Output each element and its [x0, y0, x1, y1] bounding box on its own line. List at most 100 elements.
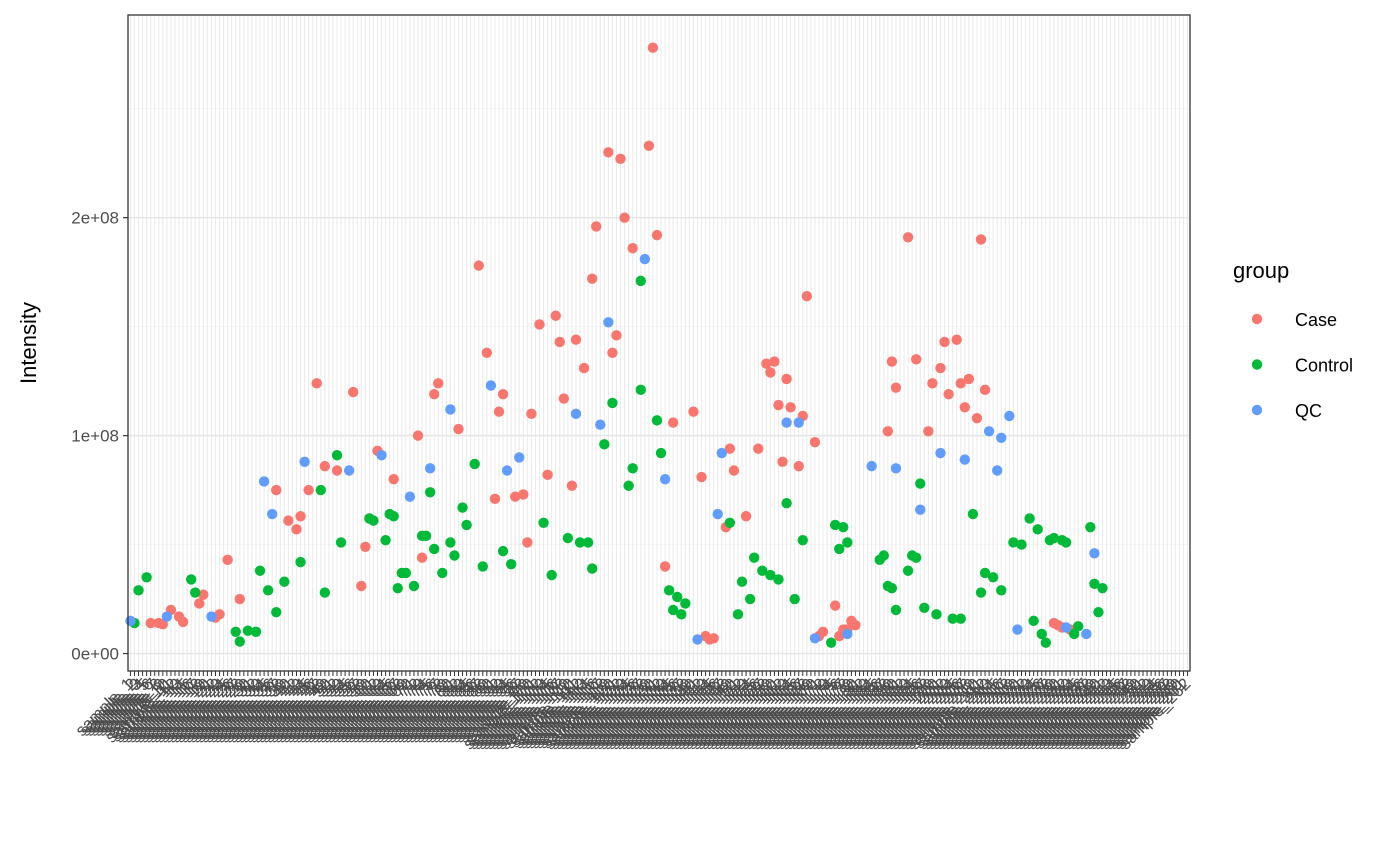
data-point-case [615, 153, 626, 165]
data-point-qc [206, 611, 217, 622]
data-point-case [724, 443, 736, 454]
data-point-control [627, 463, 638, 474]
data-point-case [923, 426, 934, 437]
data-point-control [842, 537, 853, 548]
data-point-control [242, 625, 254, 636]
data-point-control [141, 572, 152, 583]
data-point-case [198, 589, 209, 600]
data-point-control [748, 552, 760, 563]
panel-background [128, 15, 1190, 671]
data-point-control [635, 275, 646, 287]
data-point-qc [959, 454, 971, 465]
data-point-control [408, 580, 420, 592]
data-point-case [829, 600, 841, 611]
data-point-control [773, 574, 784, 585]
data-point-case [291, 524, 302, 535]
data-point-case [890, 382, 902, 393]
data-point-qc [842, 628, 853, 640]
data-point-case [157, 618, 169, 630]
data-point-case [955, 378, 966, 389]
data-point-control [1008, 537, 1019, 548]
data-point-control [931, 609, 942, 620]
data-point-control [262, 585, 274, 596]
data-point-control [424, 487, 436, 498]
data-point-case [817, 626, 829, 637]
data-point-control [449, 550, 460, 561]
data-point-control [429, 543, 440, 555]
data-point-control [254, 565, 266, 576]
data-point-control [890, 604, 902, 616]
data-point-case [886, 356, 898, 367]
data-point-qc [866, 460, 877, 472]
data-point-case [627, 242, 638, 254]
data-point-control [505, 559, 517, 570]
data-point-control [461, 519, 472, 531]
data-point-control [979, 567, 991, 579]
data-points [125, 42, 1108, 648]
data-point-control [996, 585, 1007, 596]
data-point-case [927, 378, 938, 389]
legend-label-control: Control [1295, 356, 1353, 376]
data-point-case [611, 330, 622, 341]
data-point-case [603, 147, 614, 158]
data-point-case [453, 423, 464, 435]
data-point-control [757, 565, 768, 576]
data-point-case [773, 399, 784, 411]
data-point-control [635, 384, 646, 396]
data-point-qc [639, 253, 651, 265]
data-point-qc [161, 611, 173, 622]
data-point-control [445, 537, 456, 548]
data-point-control [1032, 524, 1043, 535]
data-point-qc [712, 508, 723, 520]
data-point-control [1036, 628, 1047, 640]
data-point-case [303, 484, 314, 496]
data-point-case [586, 273, 598, 284]
grid-lines [128, 15, 1190, 671]
data-point-control [1073, 621, 1084, 632]
data-point-case [943, 389, 954, 400]
data-point-case [295, 511, 306, 522]
data-point-case [534, 319, 545, 330]
data-point-case [412, 430, 424, 441]
data-point-control [967, 508, 979, 520]
data-point-control [902, 565, 914, 576]
legend: group Case Control QC [1233, 258, 1353, 421]
data-point-case [489, 493, 501, 505]
data-point-control [765, 569, 776, 581]
data-point-control [586, 563, 598, 574]
data-point-control [271, 606, 282, 618]
y-tick-label: 0e+00 [71, 645, 119, 664]
data-point-case [781, 373, 792, 385]
data-point-control [1068, 628, 1080, 640]
data-point-case [554, 336, 565, 348]
data-point-qc [781, 417, 792, 428]
data-point-case [416, 552, 428, 563]
data-point-qc [890, 463, 902, 474]
data-point-case [740, 511, 752, 522]
data-point-case [522, 537, 533, 548]
data-point-case [566, 480, 578, 491]
data-point-qc [1012, 624, 1023, 635]
data-point-control [878, 550, 889, 561]
data-point-case [708, 633, 719, 644]
data-point-case [510, 491, 521, 502]
data-point-case [177, 616, 189, 628]
data-point-qc [716, 447, 727, 459]
data-point-qc [501, 465, 513, 476]
data-point-qc [692, 634, 703, 645]
data-point-case [331, 465, 343, 476]
data-point-control [562, 532, 574, 544]
data-point-qc [983, 426, 995, 437]
legend-key-control [1251, 359, 1263, 370]
data-point-control [279, 576, 290, 587]
data-point-case [935, 362, 946, 374]
data-point-control [667, 604, 679, 616]
data-point-case [975, 234, 987, 245]
data-point-control [1048, 532, 1060, 544]
data-point-qc [809, 633, 821, 644]
data-point-control [607, 397, 618, 409]
data-point-case [145, 617, 156, 629]
data-point-case [222, 554, 233, 566]
data-point-control [185, 574, 197, 585]
